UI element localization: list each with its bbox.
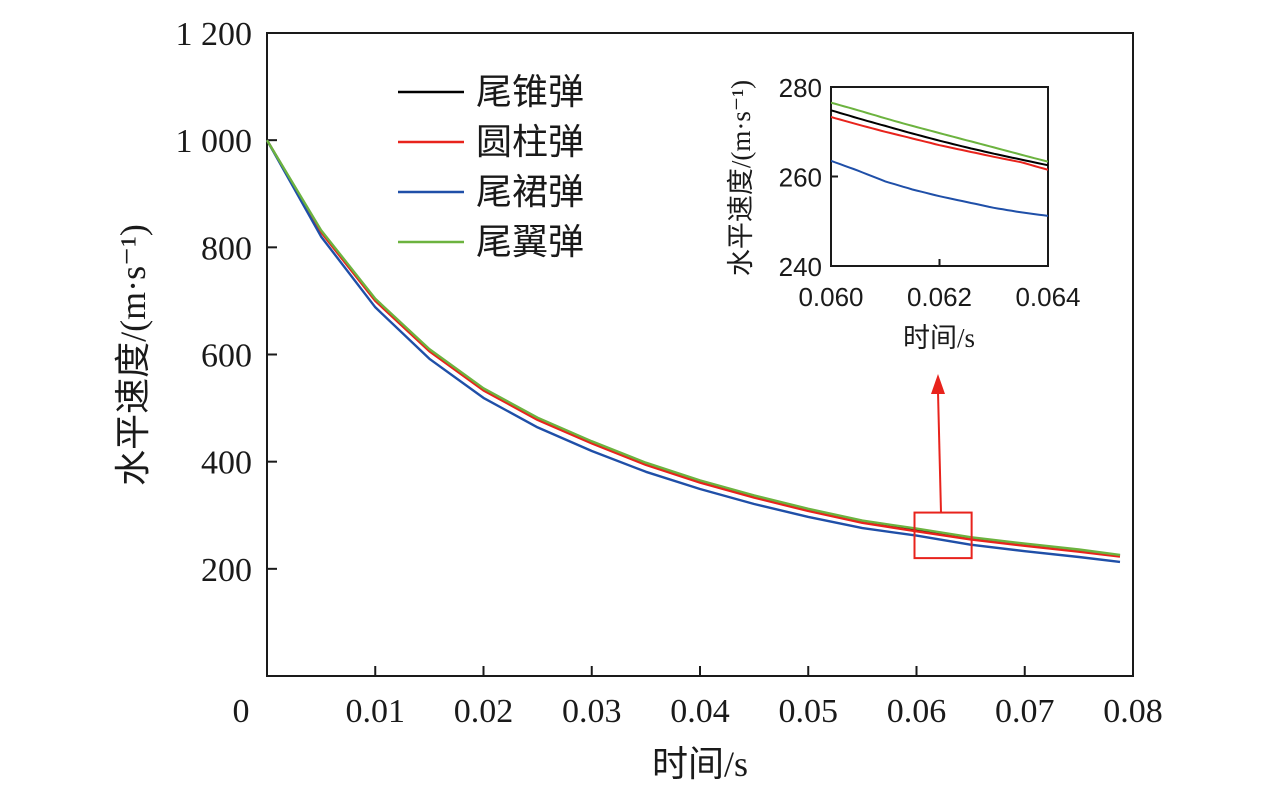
series-line — [265, 139, 1121, 557]
y-tick-label: 600 — [201, 338, 252, 375]
y-tick-label: 800 — [201, 230, 252, 267]
y-tick-label: 400 — [201, 445, 252, 482]
zoom-arrow-head — [931, 374, 945, 394]
inset-y-tick-label: 260 — [779, 163, 822, 193]
x-tick-label: 0.07 — [995, 693, 1055, 730]
inset-series-line — [831, 159, 1048, 217]
inset-y-tick-label: 280 — [779, 73, 822, 103]
series-line — [265, 139, 1121, 564]
legend-label: 圆柱弹 — [476, 122, 584, 162]
x-axis-title: 时间/s — [652, 744, 748, 784]
inset-x-axis-title: 时间/s — [903, 323, 975, 353]
inset-frame — [830, 86, 1049, 267]
inset-series-line — [831, 109, 1048, 167]
inset-y-axis-title: 水平速度/(m·s⁻¹) — [726, 80, 756, 276]
y-tick-label: 1 000 — [176, 123, 253, 160]
x-tick-label: 0.02 — [454, 693, 514, 730]
zoom-box — [913, 511, 973, 560]
inset-series-line — [831, 116, 1048, 171]
legend-label: 尾裙弹 — [476, 172, 584, 212]
zoom-arrow-line — [937, 391, 942, 513]
inset-x-tick-label: 0.062 — [907, 282, 972, 312]
inset-x-tick-label: 0.064 — [1015, 282, 1080, 312]
inset-x-tick-label: 0.060 — [798, 282, 863, 312]
x-tick-label: 0.05 — [779, 693, 839, 730]
y-axis-title: 水平速度/(m·s⁻¹) — [113, 224, 153, 486]
main-plot: 0 0.01 0.02 0.03 0.04 0.05 0.06 0.07 0.08 200 400 6… — [113, 16, 1163, 784]
legend-label: 尾锥弹 — [476, 72, 584, 112]
inset-series-line — [831, 101, 1048, 163]
y-tick-label: 1 200 — [176, 16, 253, 53]
inset-y-tick-label: 240 — [779, 252, 822, 282]
x-tick-label: 0.06 — [887, 693, 947, 730]
x-tick-label: 0 — [233, 693, 250, 730]
x-tick-label: 0.04 — [670, 693, 730, 730]
series-line — [265, 139, 1121, 558]
x-tick-label: 0.08 — [1103, 693, 1163, 730]
inset-plot: 0.060 0.062 0.064 240 260 280 时间/s 水平速度/(m·s⁻¹) — [726, 73, 1081, 353]
legend-label: 尾翼弹 — [476, 222, 584, 262]
x-tick-label: 0.03 — [562, 693, 622, 730]
x-tick-label: 0.01 — [346, 693, 406, 730]
y-tick-label: 200 — [201, 552, 252, 589]
